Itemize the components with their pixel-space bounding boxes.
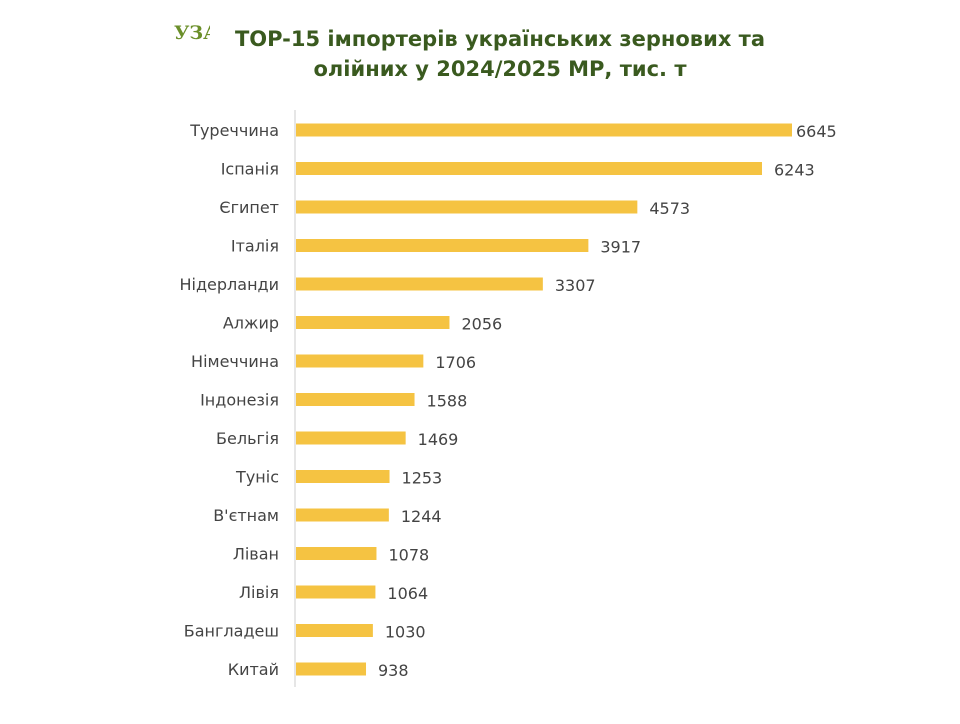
data-label: 1706 [435, 353, 476, 372]
bar [296, 547, 377, 560]
category-label: Туреччина [189, 121, 279, 140]
chart-title-line-2: олійних у 2024/2025 МР, тис. т [313, 57, 687, 81]
category-label: Іспанія [221, 160, 279, 179]
category-label: Туніс [235, 468, 279, 487]
category-label: Бангладеш [184, 622, 279, 641]
data-label: 6243 [774, 161, 815, 180]
data-label: 1244 [401, 507, 442, 526]
data-label: 1078 [388, 546, 429, 565]
data-label: 3307 [555, 276, 596, 295]
data-label: 2056 [461, 315, 502, 334]
data-label: 3917 [600, 238, 641, 257]
category-label: Лівія [239, 583, 279, 602]
bar [296, 239, 589, 252]
bar [296, 393, 415, 406]
category-label: Індонезія [200, 391, 279, 410]
bar [296, 431, 406, 445]
category-label: Ліван [233, 545, 279, 564]
bar [296, 624, 373, 637]
bar [296, 662, 367, 676]
data-label: 1064 [387, 584, 428, 603]
chart-title: TOP-15 імпортерів українських зернових т… [200, 24, 800, 84]
bar [296, 508, 389, 522]
category-label: В'єтнам [213, 506, 279, 525]
chart-title-line-1: TOP-15 імпортерів українських зернових т… [234, 27, 766, 51]
bar [296, 585, 376, 599]
bar [296, 162, 762, 175]
bar [296, 470, 390, 483]
bars-group: Туреччина 6645 Іспанія 6243 Єгипет 4573 Італія… [180, 121, 837, 680]
data-label: 938 [378, 661, 409, 680]
bar [296, 123, 792, 137]
category-label: Бельгія [216, 429, 279, 448]
bar [296, 200, 638, 214]
logo-text: УЗА [174, 22, 210, 44]
category-label: Алжир [223, 314, 279, 333]
bar [296, 354, 424, 368]
logo: УЗА [174, 22, 210, 44]
category-label: Італія [231, 237, 279, 256]
data-label: 1030 [385, 623, 426, 642]
bar [296, 277, 543, 291]
data-label: 1469 [418, 430, 459, 449]
category-label: Нідерланди [180, 275, 280, 294]
data-label: 6645 [796, 122, 837, 141]
data-label: 1253 [402, 469, 443, 488]
data-label: 1588 [427, 392, 468, 411]
data-label: 4573 [649, 199, 690, 218]
category-label: Єгипет [219, 198, 279, 217]
category-label: Китай [228, 660, 279, 679]
bar [296, 316, 450, 329]
category-label: Німеччина [191, 352, 279, 371]
